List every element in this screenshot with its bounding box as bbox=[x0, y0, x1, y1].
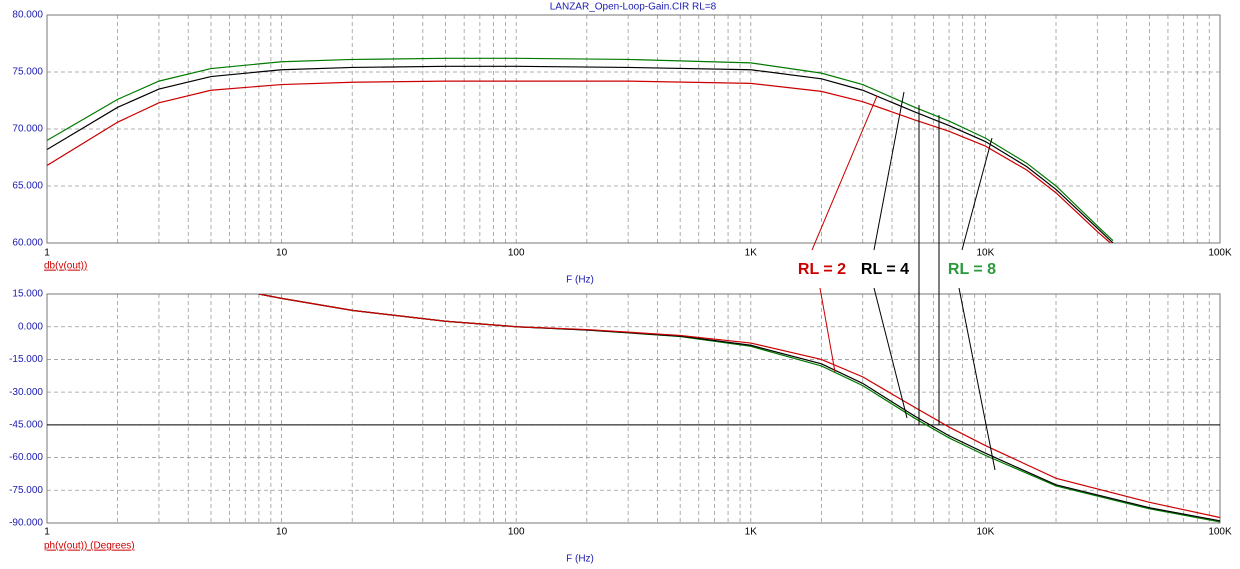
y-tick-label: 75.000 bbox=[12, 67, 43, 78]
y-tick-label: -45.000 bbox=[9, 419, 43, 430]
series-line bbox=[258, 294, 1220, 523]
x-tick-label: 1 bbox=[44, 527, 50, 538]
x-tick-label: 100 bbox=[508, 527, 525, 538]
series-line bbox=[47, 57, 1114, 242]
plot-frame bbox=[46, 293, 1221, 524]
legend-label: RL = 8 bbox=[948, 261, 996, 278]
plot-frame bbox=[46, 14, 1221, 244]
series-line bbox=[47, 65, 1114, 243]
x-tick-label: 100 bbox=[508, 248, 525, 259]
x-tick-label: 100K bbox=[1208, 248, 1232, 259]
x-tick-label: 10K bbox=[977, 248, 995, 259]
y-tick-label: -30.000 bbox=[9, 387, 43, 398]
x-axis-label: F (Hz) bbox=[566, 275, 594, 286]
x-tick-label: 1 bbox=[44, 248, 50, 259]
y-tick-label: -75.000 bbox=[9, 485, 43, 496]
x-tick-label: 1K bbox=[745, 248, 758, 259]
x-axis-label: F (Hz) bbox=[566, 554, 594, 565]
plot: 1 10 100 1K 10K 100K 80.000 75.000 70.000 65.000 6… bbox=[12, 10, 1232, 286]
series-line bbox=[258, 294, 1220, 519]
legend-label: RL = 4 bbox=[861, 261, 909, 278]
y-tick-label: 15.000 bbox=[12, 289, 43, 300]
annotation-pointers bbox=[811, 91, 996, 471]
plot: 1 10 100 1K 10K 100K 15.000 0.000 -15.000 -30.000… bbox=[9, 289, 1232, 565]
y-tick-label: 0.000 bbox=[18, 321, 43, 332]
y-tick-label: 80.000 bbox=[12, 10, 43, 21]
series-line bbox=[258, 294, 1220, 522]
x-tick-label: 10 bbox=[276, 527, 288, 538]
x-tick-label: 10 bbox=[276, 248, 288, 259]
y-tick-label: -60.000 bbox=[9, 452, 43, 463]
x-tick-label: 10K bbox=[977, 527, 995, 538]
y-tick-label: 70.000 bbox=[12, 124, 43, 135]
legend-label: RL = 2 bbox=[798, 261, 846, 278]
y-axis-label: ph(v(out)) (Degrees) bbox=[44, 541, 135, 552]
series-line bbox=[47, 80, 1112, 243]
x-tick-label: 1K bbox=[745, 527, 758, 538]
y-tick-label: -90.000 bbox=[9, 518, 43, 529]
y-axis-label: db(v(out)) bbox=[44, 261, 87, 272]
y-tick-label: 60.000 bbox=[12, 238, 43, 249]
y-tick-label: 65.000 bbox=[12, 181, 43, 192]
y-tick-label: -15.000 bbox=[9, 354, 43, 365]
title: LANZAR_Open-Loop-Gain.CIR RL=8 bbox=[550, 2, 717, 13]
x-tick-label: 100K bbox=[1208, 527, 1232, 538]
